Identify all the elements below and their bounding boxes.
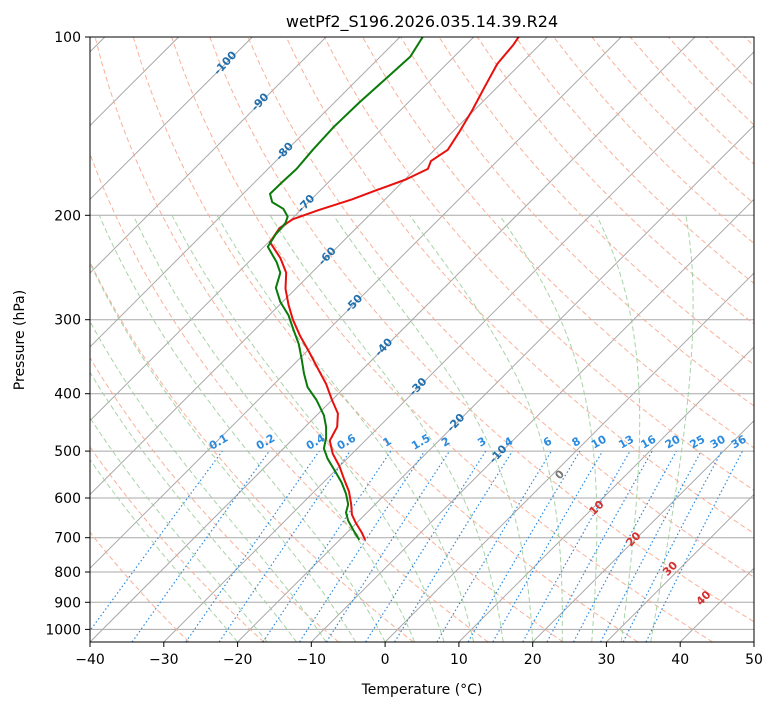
y-tick-label: 800 bbox=[54, 565, 81, 581]
isotherm-line bbox=[90, 37, 475, 422]
temperature-line bbox=[269, 37, 520, 541]
isotherm-line bbox=[532, 419, 754, 642]
moist-adiabat-line bbox=[596, 215, 641, 642]
isotherm-line bbox=[163, 51, 754, 642]
moist-adiabat-line bbox=[409, 215, 563, 642]
mixing-ratio-line bbox=[325, 450, 450, 642]
moist-adiabat-line bbox=[171, 215, 445, 642]
dry-adiabat-line bbox=[209, 37, 754, 623]
x-tick-label: 10 bbox=[450, 652, 468, 668]
mixing-ratio-line bbox=[218, 450, 351, 642]
x-tick-label: 50 bbox=[745, 652, 763, 668]
y-tick-label: 300 bbox=[54, 313, 81, 329]
isotherm-line bbox=[458, 346, 754, 642]
y-tick-label: 700 bbox=[54, 531, 81, 547]
chart-title: wetPf2_S196.2026.035.14.39.R24 bbox=[286, 12, 558, 32]
isotherm-line bbox=[90, 37, 696, 642]
plot-frame bbox=[89, 36, 755, 643]
mixing-ratio-line bbox=[131, 450, 270, 642]
y-tick-label: 400 bbox=[54, 387, 81, 403]
dry-adiabat-line bbox=[90, 152, 489, 642]
isotherm-line bbox=[606, 493, 754, 642]
axes: −40 −30 −20 −10 0 10 20 30 40 50 1000 900 800 700 600 5… bbox=[45, 30, 763, 668]
dry-adiabat-line bbox=[438, 37, 754, 366]
x-tick-label: 30 bbox=[597, 652, 615, 668]
moist-adiabat-line bbox=[98, 215, 386, 642]
x-tick-label: −10 bbox=[297, 652, 327, 668]
y-tick-label: 900 bbox=[54, 595, 81, 611]
dry-adiabat-line bbox=[515, 37, 754, 285]
moist-adiabat-line bbox=[650, 215, 694, 642]
y-tick-label: 200 bbox=[54, 208, 81, 224]
dry-adiabat-line bbox=[94, 37, 564, 642]
dry-adiabat-line bbox=[90, 260, 414, 642]
profile-lines bbox=[266, 37, 520, 541]
mixing-ratio-line bbox=[90, 450, 223, 632]
isotherm-line bbox=[90, 37, 622, 569]
isotherm-line bbox=[384, 272, 754, 642]
isotherm-line bbox=[90, 37, 401, 348]
dry-adiabat-line bbox=[285, 37, 754, 535]
dry-adiabat-line bbox=[323, 37, 754, 491]
x-tick-label: −20 bbox=[223, 652, 253, 668]
dry-adiabat-line bbox=[90, 356, 339, 642]
moist-adiabat-line bbox=[90, 416, 268, 642]
dry-adiabat-line bbox=[362, 37, 754, 449]
dry-adiabat-line bbox=[171, 37, 713, 642]
moist-adiabat-line bbox=[90, 320, 327, 642]
moist-adiabat-line bbox=[499, 215, 598, 642]
dewpoint-line bbox=[266, 37, 424, 541]
isotherm-line bbox=[90, 37, 253, 201]
y-tick-label: 500 bbox=[54, 444, 81, 460]
isotherm-line bbox=[90, 37, 548, 496]
moist-adiabat-line bbox=[90, 458, 238, 642]
x-tick-label: −30 bbox=[149, 652, 179, 668]
y-tick-label: 600 bbox=[54, 491, 81, 507]
dry-adiabat-line bbox=[132, 37, 639, 642]
isotherm-line bbox=[90, 37, 327, 274]
isotherm-line bbox=[237, 124, 754, 642]
mixing-ratio-line bbox=[299, 450, 426, 642]
y-tick-label: 1000 bbox=[45, 622, 81, 638]
mixing-ratio-line bbox=[546, 450, 653, 642]
y-axis-label: Pressure (hPa) bbox=[12, 290, 28, 390]
y-tick-label: 100 bbox=[54, 30, 81, 46]
mixing-ratio-line bbox=[262, 450, 392, 642]
x-tick-label: 40 bbox=[671, 652, 689, 668]
x-tick-label: 0 bbox=[381, 652, 390, 668]
mixing-ratio-line bbox=[185, 450, 320, 642]
moist-adiabat-line bbox=[90, 371, 298, 642]
mixing-ratio-line bbox=[522, 450, 631, 642]
moist-adiabat-line bbox=[90, 262, 357, 642]
mixing-ratio-line bbox=[645, 450, 744, 642]
moist-adiabat-line bbox=[132, 215, 416, 642]
moist-adiabat-line bbox=[269, 215, 504, 642]
mixing-ratio-line bbox=[394, 450, 513, 642]
x-tick-label: 20 bbox=[524, 652, 542, 668]
dry-adiabat-line bbox=[90, 446, 265, 642]
background-lines bbox=[90, 37, 754, 642]
mixing-ratio-line bbox=[572, 450, 677, 642]
x-tick-label: −40 bbox=[75, 652, 105, 668]
x-axis-label: Temperature (°C) bbox=[361, 682, 483, 698]
dry-adiabat-line bbox=[90, 531, 190, 642]
